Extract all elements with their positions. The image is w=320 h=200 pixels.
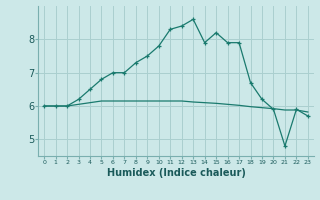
- X-axis label: Humidex (Indice chaleur): Humidex (Indice chaleur): [107, 168, 245, 178]
